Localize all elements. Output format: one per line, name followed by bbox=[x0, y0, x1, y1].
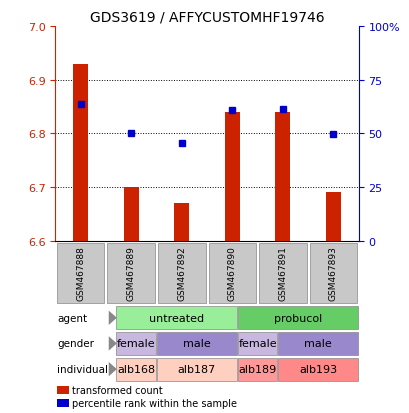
Text: untreated: untreated bbox=[149, 313, 204, 323]
Text: transformed count: transformed count bbox=[71, 385, 162, 395]
Bar bbox=[57, 386, 69, 394]
Bar bbox=[309, 243, 356, 303]
Bar bbox=[325, 193, 340, 241]
Polygon shape bbox=[108, 362, 117, 376]
Text: GSM467893: GSM467893 bbox=[328, 246, 337, 301]
Polygon shape bbox=[108, 311, 117, 325]
Bar bbox=[157, 358, 236, 381]
Text: gender: gender bbox=[57, 339, 94, 349]
Text: percentile rank within the sample: percentile rank within the sample bbox=[71, 399, 236, 408]
Bar bbox=[237, 332, 277, 355]
Text: probucol: probucol bbox=[273, 313, 321, 323]
Text: GSM467891: GSM467891 bbox=[278, 246, 287, 301]
Text: alb193: alb193 bbox=[299, 364, 337, 374]
Bar bbox=[116, 332, 156, 355]
Text: female: female bbox=[238, 339, 276, 349]
Bar bbox=[107, 243, 155, 303]
Text: agent: agent bbox=[57, 313, 87, 323]
Text: individual: individual bbox=[57, 364, 108, 374]
Text: alb168: alb168 bbox=[117, 364, 155, 374]
Bar bbox=[157, 243, 205, 303]
Text: male: male bbox=[303, 339, 331, 349]
Bar bbox=[57, 243, 104, 303]
Text: GSM467888: GSM467888 bbox=[76, 246, 85, 301]
Bar bbox=[275, 113, 290, 241]
Bar bbox=[208, 243, 256, 303]
Bar bbox=[116, 358, 156, 381]
Bar bbox=[174, 204, 189, 241]
Text: GSM467890: GSM467890 bbox=[227, 246, 236, 301]
Bar bbox=[278, 358, 357, 381]
Bar bbox=[124, 188, 138, 241]
Title: GDS3619 / AFFYCUSTOMHF19746: GDS3619 / AFFYCUSTOMHF19746 bbox=[90, 10, 324, 24]
Bar bbox=[278, 332, 357, 355]
Text: female: female bbox=[117, 339, 155, 349]
Bar bbox=[237, 358, 277, 381]
Bar bbox=[157, 332, 236, 355]
Bar bbox=[237, 306, 357, 330]
Bar bbox=[224, 113, 239, 241]
Bar bbox=[57, 399, 69, 407]
Bar bbox=[73, 64, 88, 241]
Text: GSM467892: GSM467892 bbox=[177, 246, 186, 301]
Text: male: male bbox=[182, 339, 210, 349]
Text: alb187: alb187 bbox=[178, 364, 216, 374]
Polygon shape bbox=[108, 337, 117, 351]
Text: GSM467889: GSM467889 bbox=[126, 246, 135, 301]
Bar bbox=[116, 306, 236, 330]
Text: alb189: alb189 bbox=[238, 364, 276, 374]
Bar bbox=[258, 243, 306, 303]
